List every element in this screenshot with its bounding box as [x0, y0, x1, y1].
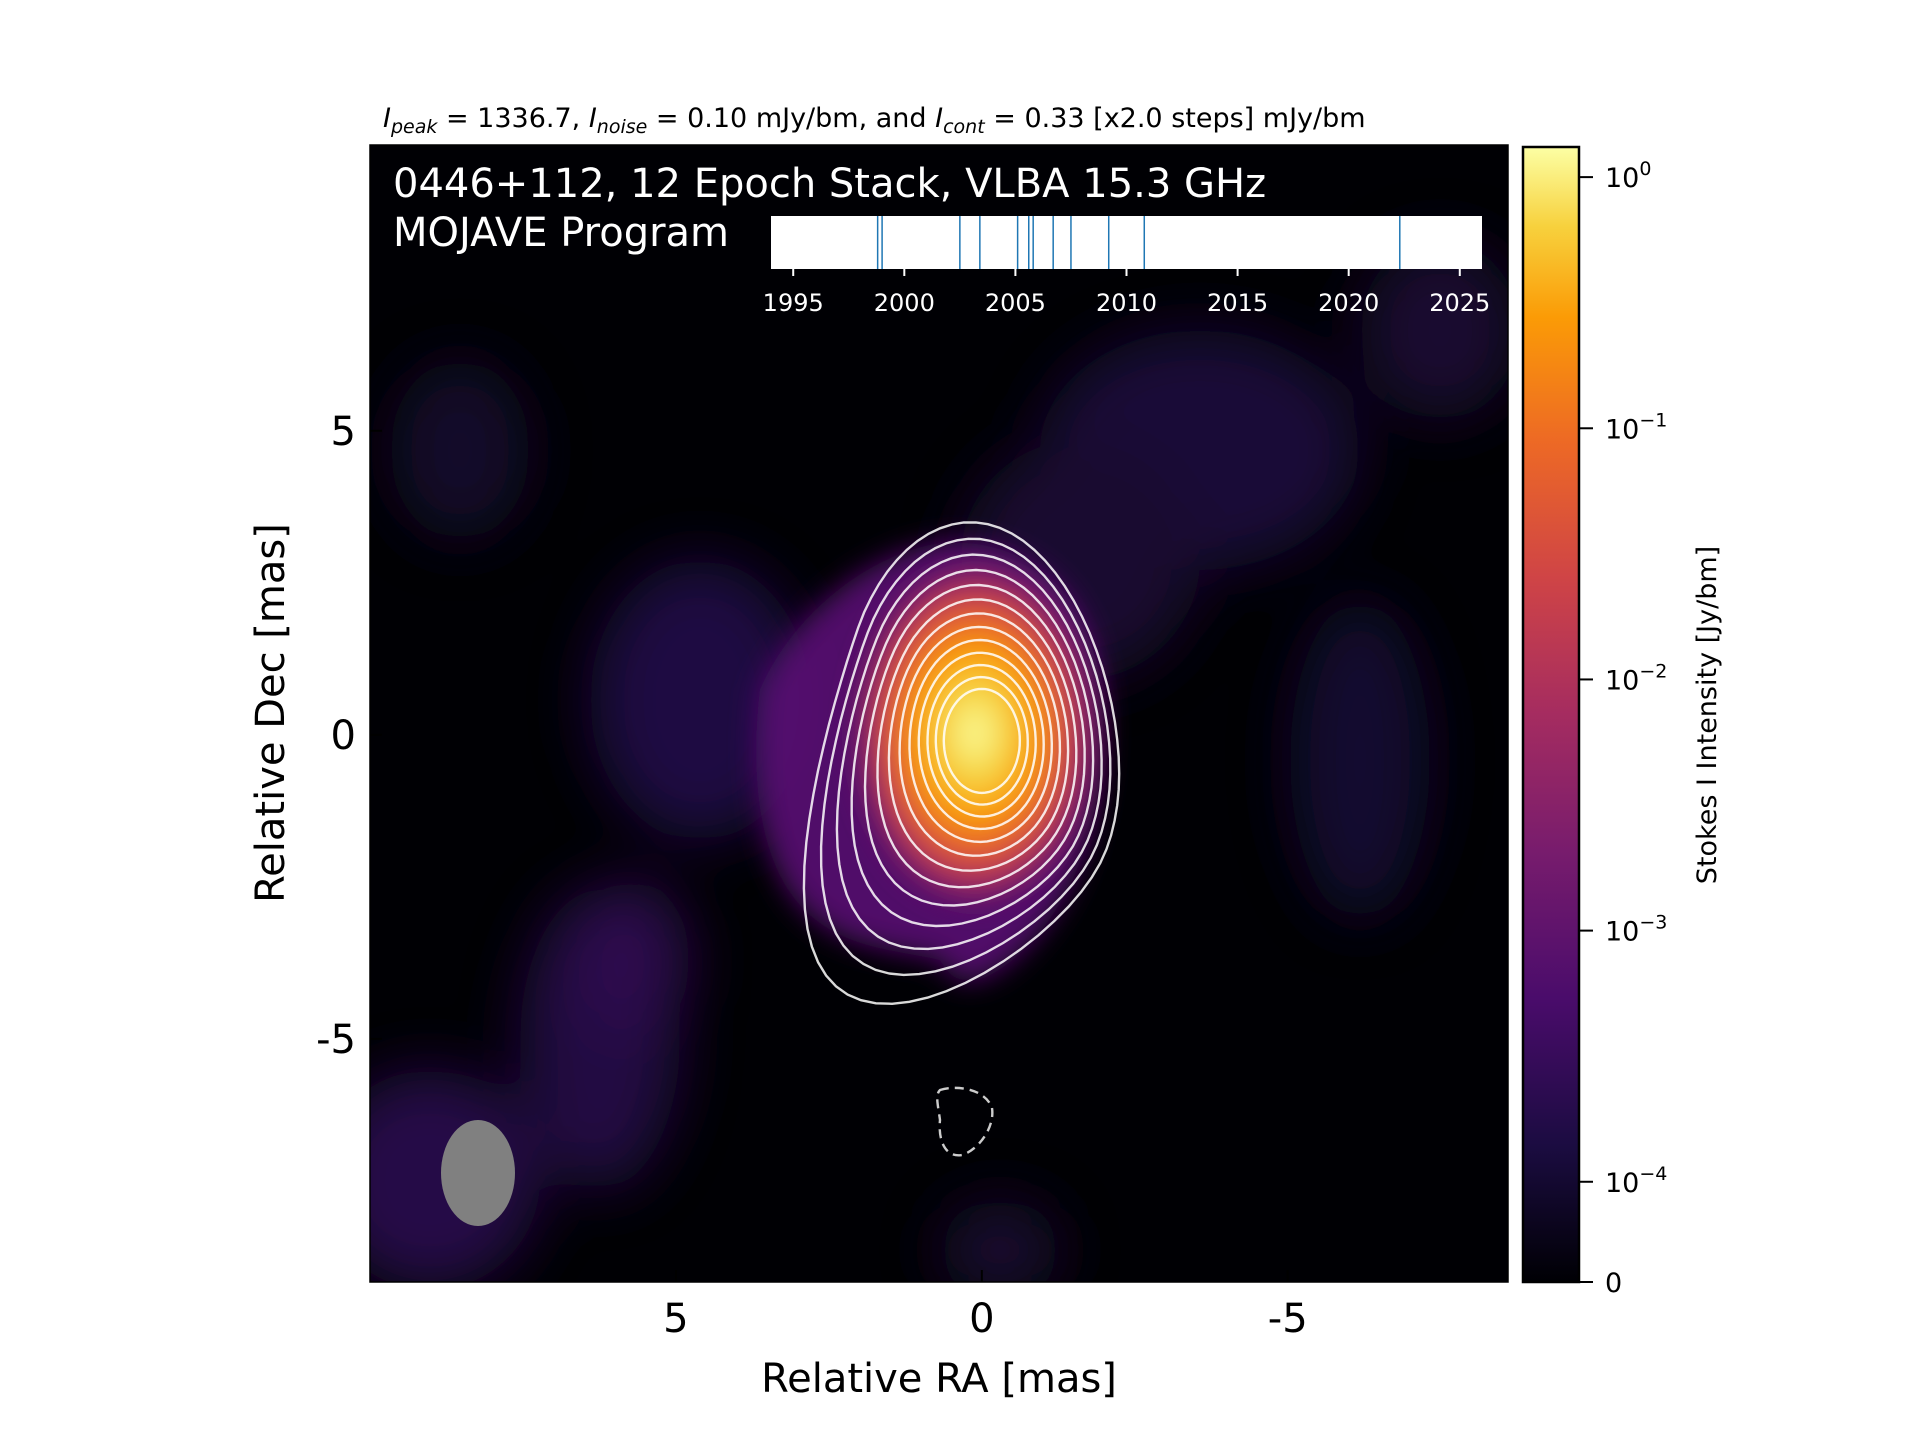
cont-text: = 0.33 [x2.0 steps] mJy/bm	[985, 103, 1366, 134]
y-axis-label: Relative Dec [mas]	[248, 523, 294, 903]
beam-ellipse	[441, 1120, 515, 1226]
contour-level	[850, 568, 1095, 928]
epoch-tick-label: 2025	[1429, 289, 1490, 317]
contour-level	[926, 663, 1037, 818]
noise-text: = 0.10 mJy/bm, and	[647, 103, 935, 134]
y-tick-label: -5	[316, 1017, 356, 1063]
colorbar: 100 10−1 10−2 10−3 10−4 0 Stokes I Intensity …	[1521, 145, 1723, 1299]
epoch-tick-label: 2015	[1207, 289, 1268, 317]
contour-level	[942, 687, 1022, 795]
noise-subscript: noise	[597, 116, 648, 138]
colorbar-gradient	[1521, 145, 1581, 1284]
x-tick-label: 0	[969, 1296, 994, 1342]
colorbar-tick-label: 10−1	[1605, 409, 1667, 445]
image-frame	[369, 144, 1509, 1283]
y-axis-ticks: 5 0 -5	[316, 409, 382, 1063]
epoch-timeline: 1995 2000 2005 2010 2015 2020 2025	[763, 216, 1490, 317]
colorbar-tick-label: 10−2	[1605, 660, 1667, 696]
epoch-tick-label: 2000	[874, 289, 935, 317]
epoch-tick-label: 2010	[1096, 289, 1157, 317]
peak-symbol: I	[383, 103, 391, 134]
contour-level	[876, 598, 1078, 889]
noise-symbol: I	[589, 103, 597, 134]
contour-level	[887, 612, 1070, 872]
epoch-timeline-background	[771, 216, 1482, 269]
image-area: 0446+112, 12 Epoch Stack, VLBA 15.3 GHz …	[369, 144, 1509, 1283]
colorbar-ticks: 100 10−1 10−2 10−3 10−4 0	[1579, 158, 1667, 1299]
colorbar-tick-label: 100	[1605, 158, 1651, 194]
x-axis-label: Relative RA [mas]	[761, 1356, 1117, 1402]
contour-level	[802, 521, 1121, 1006]
diffuse-emission	[370, 240, 1508, 1282]
y-tick-label: 0	[331, 713, 356, 759]
contour-level	[819, 537, 1112, 977]
epoch-tick-label: 1995	[763, 289, 824, 317]
epoch-tick-label: 2020	[1318, 289, 1379, 317]
contour-level	[908, 638, 1054, 844]
contour-level	[863, 583, 1086, 907]
epoch-tick-label: 2005	[985, 289, 1046, 317]
plot-header: Ipeak = 1336.7, Inoise = 0.10 mJy/bm, an…	[383, 103, 1366, 138]
cont-subscript: cont	[943, 116, 986, 138]
peak-text: = 1336.7,	[437, 103, 588, 134]
colorbar-label: Stokes I Intensity [Jy/bm]	[1692, 546, 1723, 884]
colorbar-tick-label: 10−3	[1605, 912, 1667, 948]
x-axis-ticks: 5 0 -5	[663, 1270, 1308, 1342]
x-tick-label: -5	[1268, 1296, 1308, 1342]
contour-level	[898, 625, 1062, 857]
epoch-lines	[876, 216, 1401, 269]
colorbar-tick-label: 10−4	[1605, 1163, 1667, 1199]
peak-subscript: peak	[390, 116, 438, 138]
contour-level	[835, 553, 1103, 951]
contour-level	[934, 675, 1029, 806]
epoch-axis-ticks: 1995 2000 2005 2010 2015 2020 2025	[763, 269, 1490, 317]
contour-level	[917, 651, 1045, 831]
cont-symbol: I	[935, 103, 943, 134]
source-title: 0446+112, 12 Epoch Stack, VLBA 15.3 GHz	[393, 161, 1266, 207]
contours	[802, 521, 1121, 1006]
x-tick-label: 5	[663, 1296, 688, 1342]
colorbar-tick-label: 0	[1605, 1268, 1622, 1299]
y-tick-label: 5	[331, 409, 356, 455]
program-title: MOJAVE Program	[393, 210, 729, 256]
